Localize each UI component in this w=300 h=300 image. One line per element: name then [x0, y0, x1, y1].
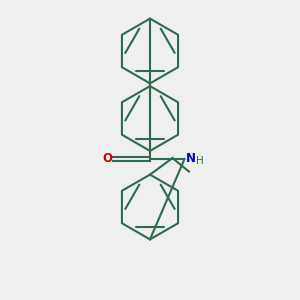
Text: N: N: [185, 152, 195, 166]
Text: H: H: [196, 155, 204, 166]
Text: O: O: [102, 152, 112, 166]
